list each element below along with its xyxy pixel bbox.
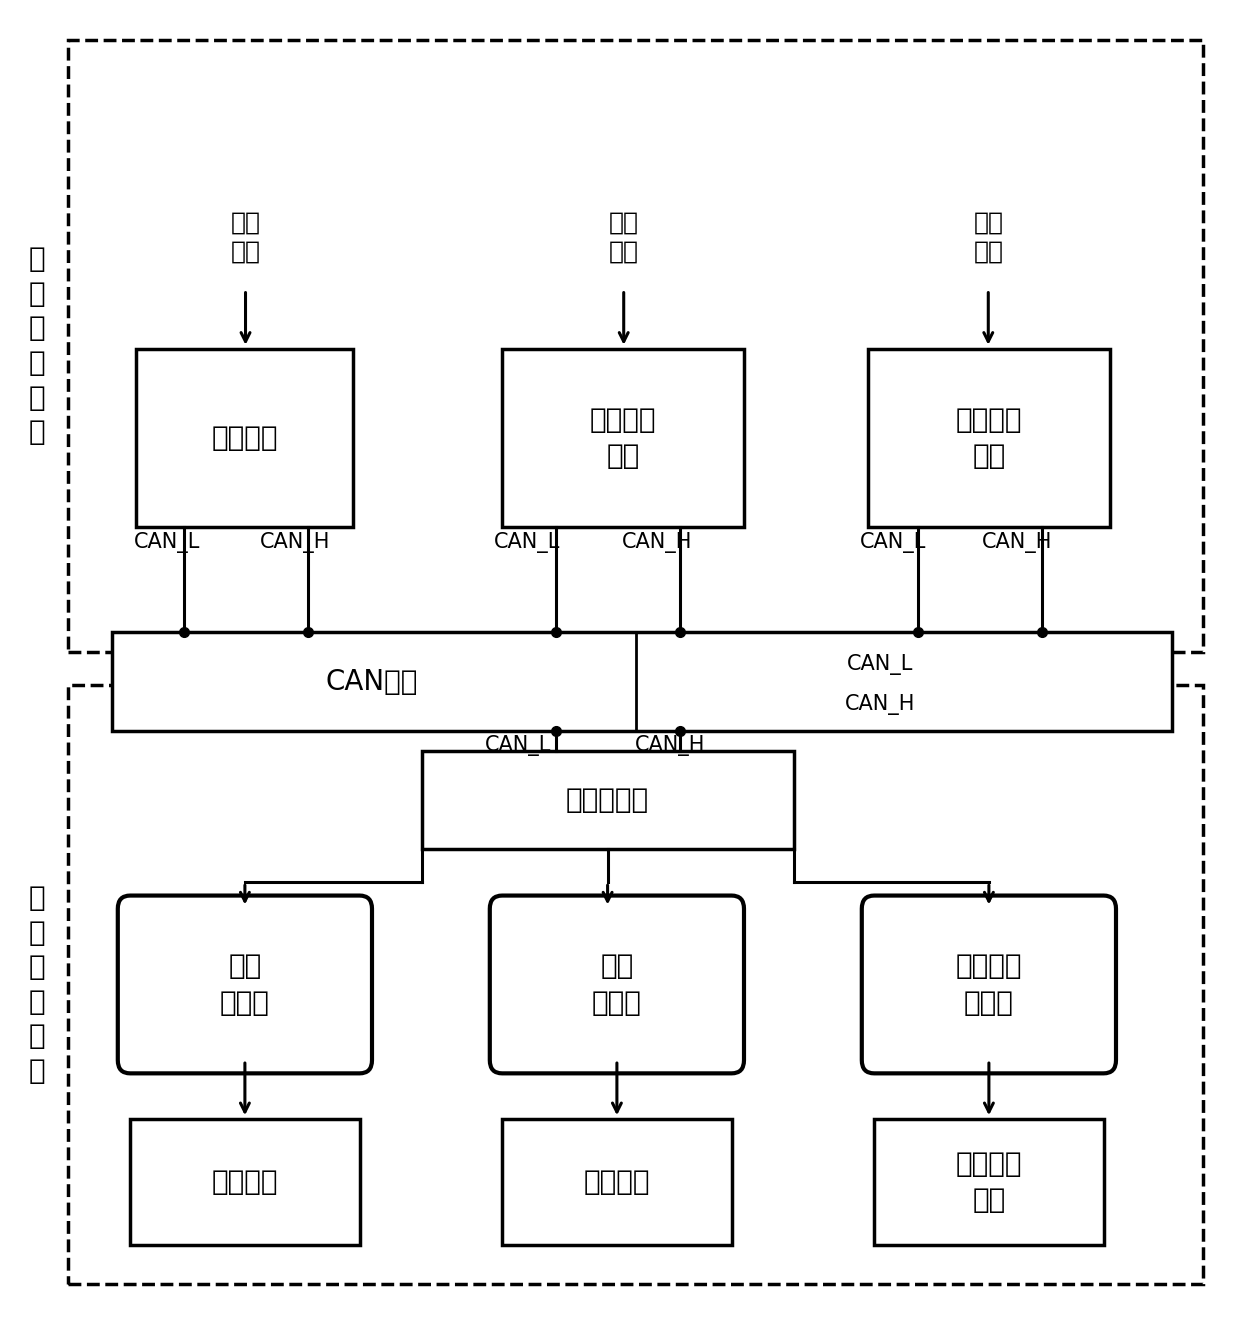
Text: CAN_H: CAN_H [622, 532, 692, 553]
Bar [68, 685, 1203, 1284]
Text: 底
层
控
制
系
统: 底 层 控 制 系 统 [29, 884, 46, 1085]
Text: 左转油缸: 左转油缸 [212, 1168, 278, 1196]
Text: CAN_L: CAN_L [494, 532, 560, 553]
Bar [422, 751, 794, 849]
Text: CAN_H: CAN_H [982, 532, 1052, 553]
Bar [136, 349, 353, 527]
Bar [130, 1119, 360, 1245]
Text: 右转
电磁阀: 右转 电磁阀 [591, 952, 642, 1017]
Text: 农具提升
电磁阀: 农具提升 电磁阀 [956, 952, 1022, 1017]
Text: CAN总线: CAN总线 [325, 668, 418, 695]
Bar [874, 1119, 1104, 1245]
Text: 上
层
决
策
系
统: 上 层 决 策 系 统 [29, 245, 46, 446]
FancyBboxPatch shape [862, 896, 1116, 1073]
Bar [502, 1119, 732, 1245]
Bar [502, 349, 744, 527]
Text: 操作
信息: 操作 信息 [231, 211, 260, 263]
Text: 农具
信息: 农具 信息 [973, 211, 1003, 263]
Text: CAN_L: CAN_L [134, 532, 201, 553]
FancyBboxPatch shape [490, 896, 744, 1073]
Bar [868, 349, 1110, 527]
Text: 右转油缸: 右转油缸 [584, 1168, 650, 1196]
Text: CAN_H: CAN_H [844, 694, 915, 715]
Text: CAN_L: CAN_L [859, 532, 926, 553]
Text: 遥控系统: 遥控系统 [212, 424, 278, 452]
Text: 导航
信息: 导航 信息 [609, 211, 639, 263]
Text: 底层控制器: 底层控制器 [565, 786, 650, 814]
Bar [68, 40, 1203, 652]
Text: 农具提升
系统: 农具提升 系统 [956, 406, 1022, 470]
Text: 左转
电磁阀: 左转 电磁阀 [219, 952, 270, 1017]
Bar [112, 632, 1172, 731]
Text: CAN_L: CAN_L [485, 735, 552, 756]
FancyBboxPatch shape [118, 896, 372, 1073]
Text: CAN_H: CAN_H [635, 735, 704, 756]
Text: 自动导航
系统: 自动导航 系统 [590, 406, 656, 470]
Text: CAN_H: CAN_H [260, 532, 330, 553]
Text: 农具提升
油缸: 农具提升 油缸 [956, 1150, 1022, 1214]
Text: CAN_L: CAN_L [847, 655, 914, 676]
